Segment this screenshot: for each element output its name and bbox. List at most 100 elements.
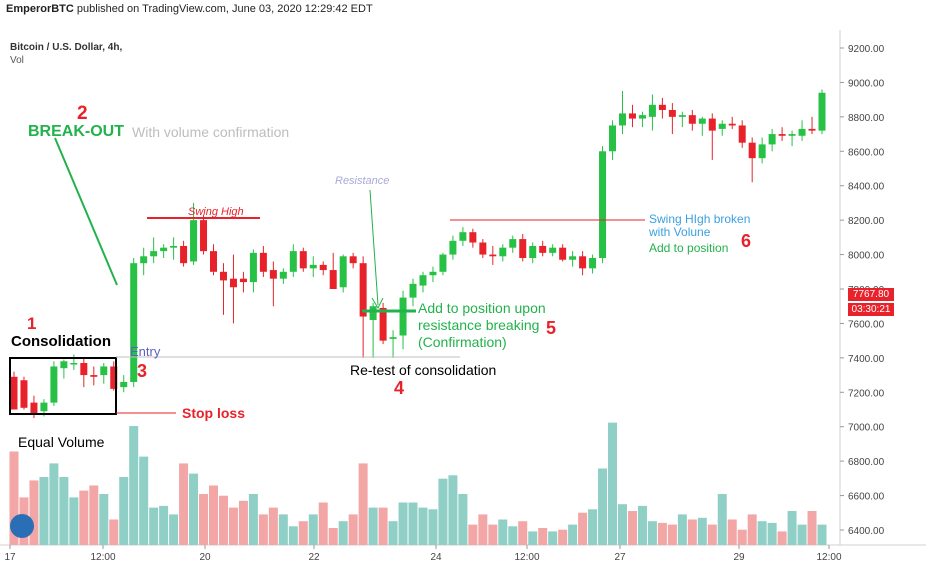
volume-bar [238,500,248,545]
volume-bar [318,502,328,545]
volume-bar [478,514,488,545]
y-tick-label: 8400.00 [848,182,885,193]
label-consolidation: Consolidation [11,333,111,350]
volume-bar [139,456,149,545]
volume-bar [528,531,538,545]
candle [628,104,636,128]
candle [239,271,247,293]
candle [399,290,407,350]
candle [708,113,716,160]
volume-bar [707,524,717,545]
y-tick-label: 7600.00 [848,319,885,330]
volume-bar [248,494,258,545]
candle [788,130,796,147]
y-tick-label: 8600.00 [848,147,885,158]
volume-bar [598,468,608,545]
x-tick-label: 22 [308,552,320,563]
candle [160,244,168,259]
candle [120,375,128,393]
candle [409,278,417,307]
volume-bar [388,521,398,545]
last-price-badge: 7767.80 [848,288,894,301]
label-breakout: BREAK-OUT [28,123,124,140]
y-tick-label: 7000.00 [848,423,885,434]
candle [90,366,98,386]
volume-bar [49,463,59,545]
candle [259,245,267,277]
volume-bar [787,511,797,545]
volume-bar [647,521,657,545]
candle [688,109,696,131]
candle [249,249,257,293]
volume-bar [777,531,787,545]
label-add-to-position: Add to position [649,241,729,255]
x-tick-label: 17 [4,552,16,563]
candle [429,266,437,283]
volume-bar [817,524,827,545]
y-tick-label: 6600.00 [848,492,885,503]
candle [200,214,208,255]
label-swing-broken-1: Swing HIgh broken [649,212,751,226]
candle [599,146,607,264]
volume-bar [189,473,199,545]
volume-bar [258,514,268,545]
candle [299,247,307,272]
volume-bar [408,502,418,545]
volume-bar [627,511,637,545]
volume-bar [747,514,757,545]
candle [449,235,457,260]
tradingview-logo[interactable] [10,514,34,538]
volume-bar [89,485,99,545]
volume-bar [608,422,618,545]
candle [569,251,577,267]
candle [728,116,736,129]
candle [269,261,277,307]
label-number-4: 4 [394,378,405,398]
x-tick-label: 12:00 [514,552,539,563]
volume-bar [29,480,39,545]
volume-bar [378,507,388,545]
volume-bar [677,514,687,545]
label-equal-volume: Equal Volume [18,434,105,450]
volume-bar [99,494,109,545]
candle [339,254,347,293]
author: EmperorBTC [6,3,74,15]
volume-bar [737,529,747,545]
volume-bar [9,451,19,545]
candle [210,244,218,276]
volume-bar [149,507,159,545]
candle [559,244,567,262]
y-tick-label: 8000.00 [848,251,885,262]
volume-bar [657,522,667,545]
volume-bar [807,511,817,545]
volume-bar [348,514,358,545]
candle [638,111,646,128]
candle [379,302,387,345]
candle [509,235,517,253]
candle [389,330,397,358]
volume-bar [288,526,298,545]
candle [279,268,287,284]
candle [359,256,367,358]
label-number-6: 6 [741,231,752,251]
label-number-1: 1 [27,314,37,333]
volume-bar [169,514,179,545]
volume-bar [209,485,219,545]
candle [219,263,227,315]
candle [70,354,78,370]
candle [768,128,776,152]
candle [529,242,537,264]
volume-bar [418,507,428,545]
volume-bar [298,521,308,545]
volume-bar [548,531,558,545]
candle [808,116,816,135]
candle [110,361,118,391]
volume-bar [558,529,568,545]
breakout-arrow [54,137,118,286]
volume-bar [697,517,707,545]
volume-bar [199,494,209,545]
publish-header: EmperorBTC published on TradingView.com,… [6,3,373,15]
label-swing-broken-2: with Volune [649,225,711,239]
countdown-badge: 03:30:21 [848,303,894,316]
